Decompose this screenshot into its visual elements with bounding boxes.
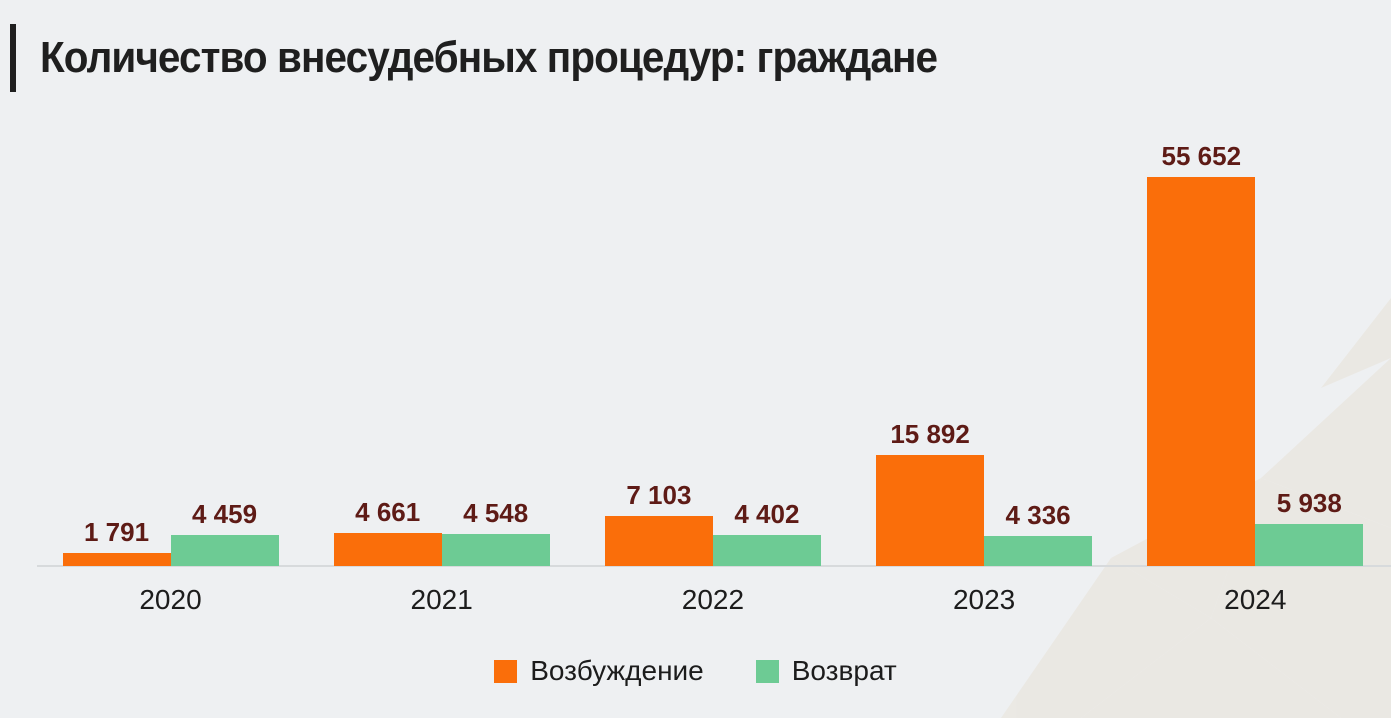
value-label-2023-vozbuzhdenie: 15 892 — [890, 419, 970, 449]
value-label-2021-vozvrat: 4 548 — [463, 498, 529, 528]
legend-swatch-green-icon — [755, 659, 779, 683]
x-axis-label-2020: 2020 — [139, 584, 202, 615]
x-axis-line — [37, 565, 1391, 567]
bar-2024-vozvrat — [1255, 524, 1364, 566]
value-label-2020-vozbuzhdenie: 1 791 — [83, 517, 150, 547]
x-axis-label-2023: 2023 — [952, 584, 1016, 615]
title-accent-bar — [10, 24, 16, 92]
bar-2022-vozvrat — [712, 535, 821, 566]
value-label-2024-vozbuzhdenie: 55 652 — [1161, 141, 1242, 171]
legend-item-vozvrat: Возврат — [755, 655, 897, 687]
value-label-2024-vozvrat: 5 938 — [1276, 488, 1342, 518]
bar-2020-vozbuzhdenie — [62, 553, 171, 566]
value-label-2022-vozbuzhdenie: 7 103 — [626, 480, 692, 510]
bar-2020-vozvrat — [170, 535, 279, 566]
bar-2023-vozbuzhdenie — [876, 455, 985, 566]
value-label-2023-vozvrat: 4 336 — [1005, 500, 1071, 530]
x-axis-label-2021: 2021 — [410, 584, 473, 615]
bar-2023-vozvrat — [984, 536, 1093, 566]
bar-2022-vozbuzhdenie — [604, 516, 713, 566]
x-axis-label-2024: 2024 — [1224, 584, 1287, 615]
value-label-2022-vozvrat: 4 402 — [734, 499, 800, 529]
value-label-2020-vozvrat: 4 459 — [191, 499, 258, 529]
value-label-2021-vozbuzhdenie: 4 661 — [355, 497, 421, 527]
legend-swatch-orange-icon — [494, 659, 518, 683]
legend-label: Возврат — [791, 655, 897, 686]
legend-label: Возбуждение — [530, 655, 704, 686]
x-axis-label-2022: 2022 — [681, 584, 745, 615]
bar-2021-vozbuzhdenie — [333, 533, 442, 566]
chart-title-block: Количество внесудебных процедур: граждан… — [10, 24, 1015, 92]
chart-legend: Возбуждение Возврат — [0, 655, 1391, 687]
bar-2024-vozbuzhdenie — [1147, 177, 1256, 566]
legend-item-vozbuzhdenie: Возбуждение — [494, 655, 704, 687]
bar-2021-vozvrat — [441, 534, 550, 566]
page-title: Количество внесудебных процедур: граждан… — [40, 33, 938, 82]
